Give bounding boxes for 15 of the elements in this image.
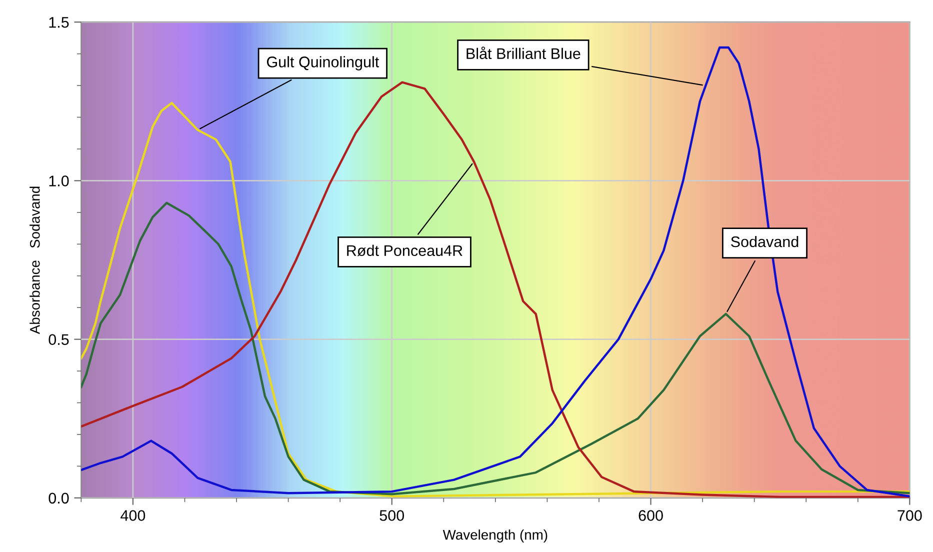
y-tick-label: 1.5 [49, 17, 69, 28]
x-tick-label: 700 [898, 510, 922, 521]
x-axis-title: Wavelength (nm) [442, 530, 548, 542]
y-tick-label: 0.0 [48, 492, 69, 504]
x-tick-label: 600 [638, 510, 663, 521]
y-tick-label: 1.0 [49, 176, 69, 186]
y-axis-title: Absorbance Sodavand [30, 186, 40, 334]
annotation: Gult Quinolingult [266, 56, 380, 70]
annotation: Sodavand [731, 236, 798, 248]
line-series [81, 202, 910, 496]
y-tick-label: 0.5 [48, 334, 69, 345]
x-tick-label: 500 [380, 510, 404, 521]
annotation: Blåt Brilliant Blue [466, 46, 580, 60]
annotation: Rødt Ponceau4R [347, 244, 462, 256]
x-tick-label: 400 [120, 510, 146, 521]
